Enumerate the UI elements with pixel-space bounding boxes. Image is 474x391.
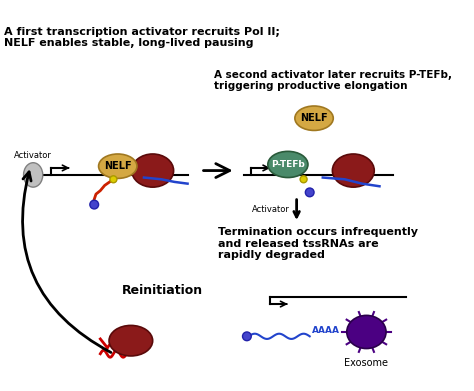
Text: triggering productive elongation: triggering productive elongation: [214, 81, 407, 91]
Ellipse shape: [132, 154, 173, 187]
FancyArrowPatch shape: [23, 172, 111, 352]
Ellipse shape: [295, 106, 333, 131]
Circle shape: [110, 176, 117, 183]
Text: NELF: NELF: [300, 113, 328, 123]
Ellipse shape: [268, 151, 308, 178]
Circle shape: [243, 332, 251, 341]
Circle shape: [300, 176, 307, 183]
Text: A second activator later recruits P-TEFb,: A second activator later recruits P-TEFb…: [214, 70, 452, 80]
Text: Exosome: Exosome: [345, 358, 388, 368]
Text: NELF: NELF: [104, 161, 132, 171]
Ellipse shape: [24, 163, 43, 187]
Text: A first transcription activator recruits Pol II;: A first transcription activator recruits…: [4, 27, 280, 37]
Circle shape: [90, 200, 99, 209]
Text: P-TEFb: P-TEFb: [271, 160, 305, 169]
Ellipse shape: [99, 154, 137, 178]
Text: and released tssRNAs are: and released tssRNAs are: [218, 239, 379, 249]
Text: Termination occurs infrequently: Termination occurs infrequently: [218, 227, 418, 237]
Text: rapidly degraded: rapidly degraded: [218, 250, 325, 260]
Ellipse shape: [347, 316, 386, 348]
Ellipse shape: [332, 154, 374, 187]
Text: Activator: Activator: [14, 151, 52, 160]
Text: Activator: Activator: [252, 205, 290, 214]
Circle shape: [305, 188, 314, 197]
Ellipse shape: [109, 325, 153, 356]
Text: NELF enables stable, long-lived pausing: NELF enables stable, long-lived pausing: [4, 38, 254, 48]
Text: AAAA: AAAA: [312, 326, 340, 335]
Text: Reinitiation: Reinitiation: [122, 284, 203, 297]
